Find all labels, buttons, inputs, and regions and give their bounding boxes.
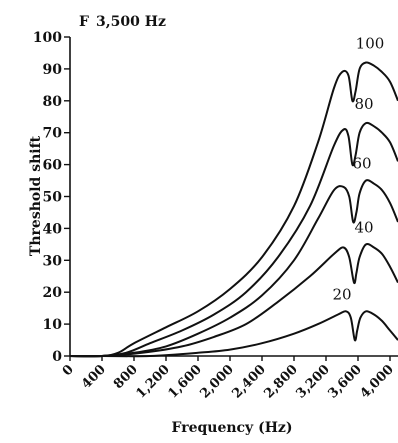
curves: 100 80 60 40 20 [69,35,398,358]
curve-40 [69,242,398,358]
x-tick-label: 1,200 [133,362,172,401]
x-tick-label: 2,000 [197,362,236,401]
x-tick-label: 400 [79,362,109,392]
x-tick-label: 3,600 [325,362,364,401]
x-tick-label: 0 [60,362,77,379]
curve-100 [69,61,398,358]
y-tick-label: 30 [43,253,63,269]
panel-label: F [79,14,89,30]
y-tick-label: 10 [43,317,63,333]
curve-label-80: 80 [354,95,373,113]
x-ticks: 0 400 8001,2001,6002,0002,4002,8003,2003,6… [60,356,397,402]
y-axis-label: Threshold shift [28,135,44,256]
curve-80 [69,121,398,358]
y-tick-label: 100 [33,30,62,46]
x-axis-label: Frequency (Hz) [172,420,293,436]
x-tick-label: 3,200 [293,362,332,401]
y-tick-label: 0 [52,349,62,365]
curve-label-40: 40 [354,218,373,236]
x-tick-label: 2,800 [261,362,300,401]
curve-label-100: 100 [356,35,385,53]
chart-title: 3,500 Hz [96,14,166,30]
y-tick-label: 70 [43,126,63,142]
curve-label-20: 20 [332,285,351,303]
x-tick-label: 1,600 [165,362,204,401]
y-tick-label: 50 [43,190,63,206]
y-tick-label: 20 [43,285,63,301]
x-tick-label: 4,000 [357,362,396,401]
curve-60 [69,179,398,358]
y-ticks: 0 10 20 30 40 50 60 70 80 90 100 [33,30,70,365]
curve-20 [70,310,398,358]
y-tick-label: 60 [43,158,63,174]
y-tick-label: 80 [43,94,63,110]
y-tick-label: 40 [43,221,63,237]
curve-label-60: 60 [352,155,371,173]
x-tick-label: 2,400 [229,362,268,401]
y-tick-label: 90 [43,62,63,78]
